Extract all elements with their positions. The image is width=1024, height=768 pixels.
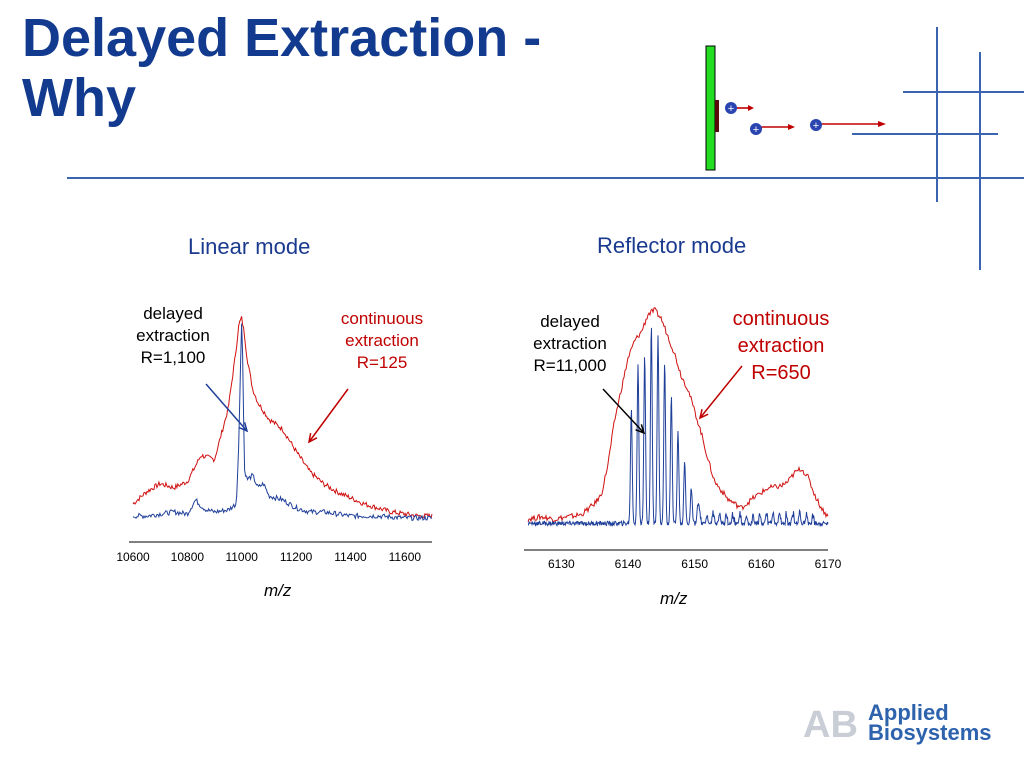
note-line: extraction xyxy=(136,326,210,345)
linear-delayed-note: delayed extraction R=1,100 xyxy=(118,303,228,369)
x-tick-label: 10800 xyxy=(170,550,205,564)
linear-continuous-note: continuous extraction R=125 xyxy=(327,308,437,374)
company-logo-text: Applied Biosystems xyxy=(868,700,992,745)
x-tick-label: 11600 xyxy=(388,550,422,564)
x-tick-label: 11400 xyxy=(334,550,367,564)
logo-line-2: Biosystems xyxy=(868,720,992,745)
note-line: extraction xyxy=(533,334,607,353)
note-line: continuous xyxy=(732,308,830,330)
series-line-blue xyxy=(528,327,829,528)
x-tick-label: 11200 xyxy=(279,550,313,564)
reflector-continuous-note: continuous extraction R=650 xyxy=(716,306,846,387)
series-line-red xyxy=(132,316,433,520)
reflector-mode-chart xyxy=(524,307,829,551)
x-tick-label: 10600 xyxy=(116,550,150,564)
note-line: continuous xyxy=(340,309,424,328)
linear-mode-chart xyxy=(129,316,433,543)
x-tick-label: 11000 xyxy=(225,550,258,564)
note-line: R=11,000 xyxy=(533,356,607,375)
x-tick-label: 6150 xyxy=(681,557,708,571)
page-title: Delayed Extraction - Why xyxy=(22,8,541,128)
note-line: R=125 xyxy=(356,353,408,372)
ab-logo-icon: AB xyxy=(803,704,858,742)
series-line-blue xyxy=(132,323,433,522)
ab-logo-mark: AB xyxy=(803,704,863,742)
title-divider xyxy=(67,177,1024,179)
series-line-red xyxy=(527,307,829,523)
note-line: extraction xyxy=(345,331,419,350)
annotation-arrowhead xyxy=(635,424,646,435)
reflector-delayed-note: delayed extraction R=11,000 xyxy=(515,311,625,377)
note-line: R=650 xyxy=(751,362,811,384)
x-tick-label: 6170 xyxy=(814,557,842,571)
reflector-x-label: m/z xyxy=(660,589,688,608)
annotation-arrowhead xyxy=(698,409,709,420)
annotation-arrow xyxy=(699,365,743,419)
linear-x-label: m/z xyxy=(264,581,292,600)
logo-line-1: Applied xyxy=(868,700,949,725)
reflector-mode-title: Reflector mode xyxy=(597,233,747,258)
title-line-2: Why xyxy=(22,68,136,128)
svg-text:AB: AB xyxy=(803,704,858,742)
x-tick-label: 6130 xyxy=(547,557,575,571)
note-line: R=1,100 xyxy=(140,348,206,367)
x-tick-label: 6160 xyxy=(747,557,775,571)
note-line: delayed xyxy=(540,312,600,331)
annotation-arrow xyxy=(308,388,349,443)
note-line: extraction xyxy=(737,335,825,357)
annotation-arrow xyxy=(205,383,248,432)
annotation-arrowhead xyxy=(238,422,249,433)
linear-mode-title: Linear mode xyxy=(188,234,311,259)
note-line: delayed xyxy=(143,304,203,323)
x-tick-label: 6140 xyxy=(614,557,642,571)
annotation-arrow xyxy=(602,388,645,434)
title-line-1: Delayed Extraction - xyxy=(22,8,542,68)
annotation-arrowhead xyxy=(307,433,318,444)
